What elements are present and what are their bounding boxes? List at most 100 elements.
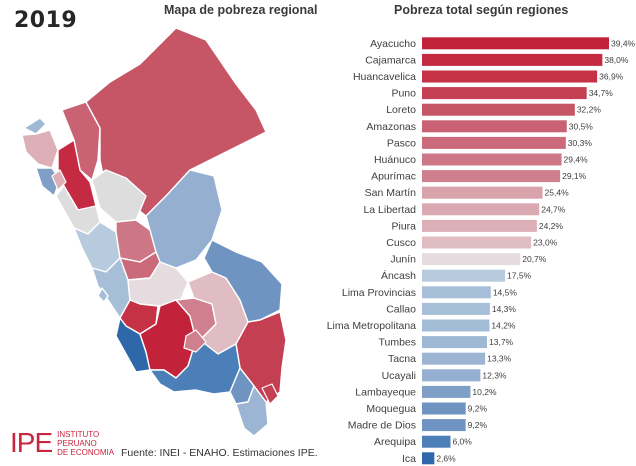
ipe-logo-mark: IPE xyxy=(10,427,53,458)
chart-title: Pobreza total según regiones xyxy=(394,3,569,17)
region-arequipa xyxy=(149,339,241,395)
bar-value-label: 9,2% xyxy=(468,420,488,430)
bar xyxy=(422,236,532,249)
bar xyxy=(422,203,540,216)
bar xyxy=(422,369,481,382)
map-inset-patch xyxy=(51,169,67,191)
region-tumbes xyxy=(23,117,47,135)
bar-category-label: Tumbes xyxy=(378,337,416,349)
bar-category-label: Madre de Dios xyxy=(348,420,416,432)
bar xyxy=(422,53,603,66)
source-note: Fuente: INEI - ENAHO. Estimaciones IPE. xyxy=(121,447,318,459)
bar-category-label: Áncash xyxy=(381,269,416,282)
bar-category-label: Ucayali xyxy=(382,370,416,382)
bar xyxy=(422,435,451,448)
bar-value-label: 20,7% xyxy=(522,254,547,264)
bar xyxy=(422,352,486,365)
bar-value-label: 29,1% xyxy=(562,171,587,181)
bar-value-label: 34,7% xyxy=(589,88,614,98)
year-title: 2019 xyxy=(14,8,78,33)
bar-value-label: 24,7% xyxy=(541,204,566,214)
bar-category-label: Callao xyxy=(386,303,416,315)
bar-category-label: Loreto xyxy=(386,104,416,116)
bar-value-label: 17,5% xyxy=(507,271,532,281)
bar-value-label: 14,2% xyxy=(491,321,516,331)
bar xyxy=(422,269,506,282)
bar-category-label: Lambayeque xyxy=(355,386,416,398)
bar-category-label: Puno xyxy=(391,88,416,100)
bar-category-label: Lima Metropolitana xyxy=(327,320,416,332)
map-title: Mapa de pobreza regional xyxy=(164,3,318,17)
bar xyxy=(422,302,490,315)
map-inset-patch xyxy=(261,383,279,405)
bar-value-label: 13,7% xyxy=(489,337,514,347)
bar-value-label: 30,3% xyxy=(568,138,593,148)
bar-category-label: Cajamarca xyxy=(365,54,416,66)
bar xyxy=(422,87,587,100)
bar xyxy=(422,452,435,465)
bar-category-label: La Libertad xyxy=(363,204,416,216)
bar-value-label: 30,5% xyxy=(569,121,594,131)
bar xyxy=(422,385,471,398)
bar xyxy=(422,103,575,116)
bar-category-label: Moquegua xyxy=(366,403,416,415)
map-inset-patch xyxy=(183,329,207,353)
bar-value-label: 23,0% xyxy=(533,238,558,248)
bar-value-label: 39,4% xyxy=(611,38,636,48)
bar xyxy=(422,319,490,332)
bar-category-label: Ica xyxy=(402,453,416,465)
bar-value-label: 38,0% xyxy=(604,55,629,65)
bar-category-label: Lima Provincias xyxy=(342,287,416,299)
bar-value-label: 6,0% xyxy=(452,437,472,447)
bar xyxy=(422,186,543,199)
bar-category-label: Arequipa xyxy=(374,436,416,448)
bar-value-label: 29,4% xyxy=(564,155,589,165)
bar-value-label: 12,3% xyxy=(482,370,507,380)
bar-value-label: 25,4% xyxy=(545,188,570,198)
region-tacna xyxy=(235,385,269,437)
bar-category-label: Huánuco xyxy=(374,154,416,166)
bar xyxy=(422,336,488,349)
bar-category-label: Pasco xyxy=(387,137,416,149)
bar xyxy=(422,120,567,133)
bar-value-label: 13,3% xyxy=(487,354,512,364)
bar-category-label: Amazonas xyxy=(366,121,416,133)
bar-value-label: 10,2% xyxy=(472,387,497,397)
bar xyxy=(422,253,521,266)
logo-line-1: INSTITUTO xyxy=(57,429,100,439)
bar xyxy=(422,153,562,166)
bar-category-label: Ayacucho xyxy=(370,38,416,50)
region-san-martin xyxy=(91,169,147,223)
bar-category-label: Junín xyxy=(390,254,416,266)
bar-value-label: 14,5% xyxy=(493,287,518,297)
ipe-logo-text: INSTITUTO PERUANO DE ECONOMIA xyxy=(57,430,114,457)
bar-value-label: 2,6% xyxy=(436,453,456,463)
logo-line-2: PERUANO xyxy=(57,438,97,448)
bar-value-label: 9,2% xyxy=(468,404,488,414)
bar-category-label: Apurímac xyxy=(371,171,416,183)
bar xyxy=(422,170,561,183)
region-ucayali xyxy=(145,169,223,269)
bar-value-label: 14,3% xyxy=(492,304,517,314)
region-callao xyxy=(97,287,109,303)
bar xyxy=(422,419,466,432)
bar-value-label: 36,9% xyxy=(599,72,624,82)
bar-category-label: Piura xyxy=(391,220,416,232)
bar-category-label: Huancavelica xyxy=(353,71,416,83)
bar-value-label: 32,2% xyxy=(577,105,602,115)
ipe-logo: IPE INSTITUTO PERUANO DE ECONOMIA xyxy=(10,429,114,457)
bar-category-label: San Martín xyxy=(365,187,417,199)
bar-category-label: Cusco xyxy=(386,237,416,249)
bar xyxy=(422,70,598,83)
bar xyxy=(422,219,537,232)
bar xyxy=(422,136,566,149)
bar-category-label: Tacna xyxy=(388,353,416,365)
bar xyxy=(422,37,609,50)
logo-line-3: DE ECONOMIA xyxy=(57,447,115,457)
bar xyxy=(422,402,466,415)
region-piura xyxy=(21,129,59,169)
bar xyxy=(422,286,491,299)
bar-value-label: 24,2% xyxy=(539,221,564,231)
